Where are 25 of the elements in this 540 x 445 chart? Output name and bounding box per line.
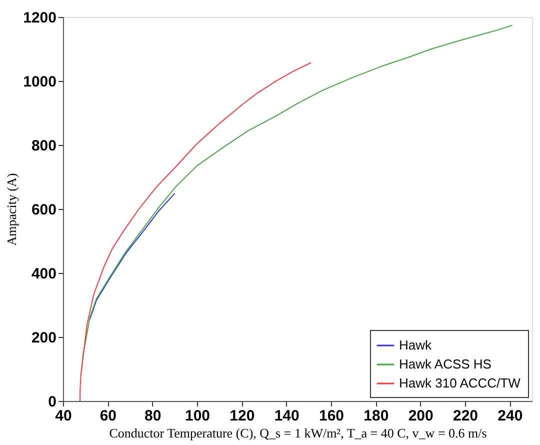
line-series	[79, 62, 312, 402]
legend-label: Hawk ACSS HS	[399, 356, 492, 372]
y-tick-label: 600	[31, 202, 56, 218]
y-tick-label: 400	[31, 266, 56, 282]
line-series	[89, 192, 176, 320]
legend-label: Hawk 310 ACCC/TW	[399, 376, 522, 390]
y-tick-label: 200	[31, 330, 56, 346]
x-tick-label: 200	[408, 408, 434, 424]
x-tick-label: 80	[144, 408, 162, 424]
x-tick-label: 180	[364, 408, 389, 424]
x-axis-title: Conductor Temperature (C), Q_s = 1 kW/m², T_a = 40 C, v_w = 0.6 m/s	[109, 426, 487, 440]
y-tick-label: 1000	[23, 74, 56, 90]
x-tick-label: 120	[230, 408, 255, 424]
x-tick-label: 100	[184, 408, 210, 424]
y-tick-label: 0	[48, 394, 56, 410]
y-tick-label: 800	[31, 138, 56, 154]
x-tick-label: 140	[274, 408, 300, 424]
y-tick-label: 1200	[23, 10, 56, 26]
x-tick-label: 40	[55, 408, 72, 424]
legend-label: Hawk	[399, 338, 432, 352]
y-axis-title: Ampacity (A)	[4, 173, 20, 246]
x-tick-label: 160	[318, 408, 344, 424]
x-tick-label: 240	[498, 408, 523, 424]
x-tick-label: 60	[100, 408, 117, 424]
x-tick-label: 220	[452, 408, 478, 424]
